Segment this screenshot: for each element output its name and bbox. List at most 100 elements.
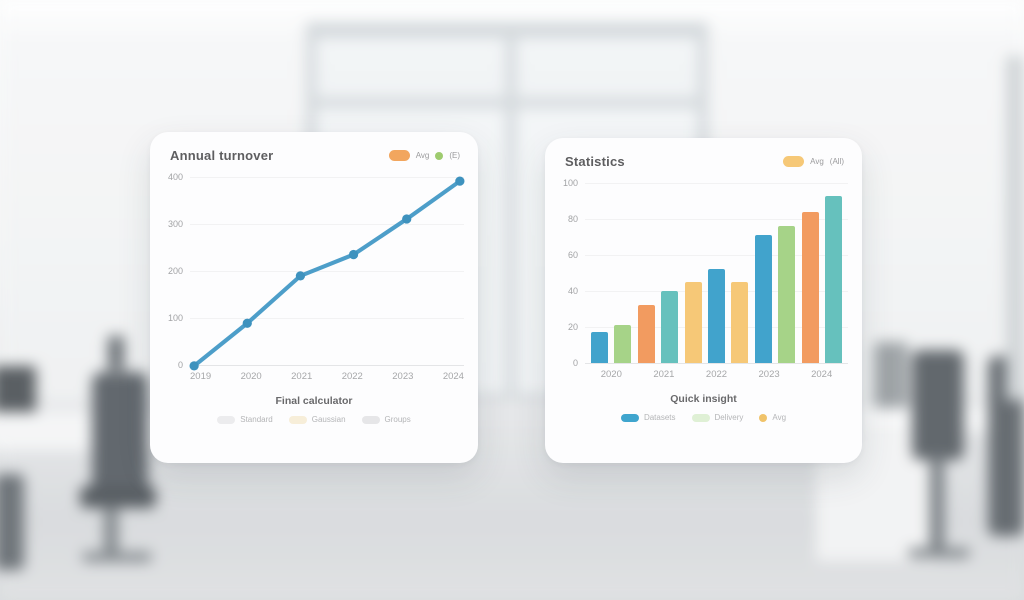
y-tick-label: 0 (572, 358, 578, 368)
chart-title: Statistics (565, 154, 625, 169)
footer-legend-item[interactable]: Avg (759, 413, 786, 422)
legend-label: Avg (772, 413, 787, 422)
line-chart: 0 100 200 300 400 (162, 172, 465, 371)
x-tick-label: 2021 (291, 371, 313, 382)
x-tick-label: 2024 (811, 369, 833, 380)
gridline (585, 255, 848, 256)
office-chair-silhouette (930, 456, 944, 556)
line-plot-area (189, 176, 465, 371)
line-point (295, 271, 306, 281)
legend-swatch (361, 415, 380, 424)
legend-swatch-e[interactable] (435, 151, 444, 160)
y-tick-label: 40 (567, 286, 578, 296)
x-tick-label: 2022 (341, 371, 363, 382)
desk-object-silhouette (874, 342, 908, 408)
y-tick-label: 80 (567, 214, 578, 224)
gridline (190, 224, 464, 225)
x-tick-label: 2024 (442, 371, 464, 382)
y-tick-label: 60 (567, 250, 578, 260)
legend-label: Groups (384, 415, 411, 424)
chart-legend: Avg (E) (388, 150, 460, 161)
gridline (585, 183, 848, 184)
bar (637, 305, 655, 363)
x-tick-label: 2022 (705, 369, 728, 380)
y-tick-label: 100 (167, 313, 183, 323)
x-tick-label: 2020 (240, 371, 262, 382)
y-tick-label: 300 (167, 219, 183, 229)
x-axis: 2019 2020 2021 2022 2023 2024 (190, 371, 464, 382)
line-point (189, 361, 199, 371)
gridline (190, 365, 464, 366)
bar-chart: 0 20 40 60 80 100 (557, 178, 848, 368)
legend-label[interactable]: (E) (449, 151, 460, 160)
office-chair-silhouette (0, 474, 24, 570)
bar (778, 226, 796, 363)
footer-legend: Datasets Delivery Avg (545, 413, 862, 422)
bar (754, 235, 772, 363)
bar (614, 325, 632, 363)
legend-swatch-avg[interactable] (783, 156, 805, 167)
legend-swatch (759, 413, 768, 422)
footer-legend-item[interactable]: Delivery (691, 413, 744, 422)
legend-label[interactable]: Avg (415, 151, 430, 160)
office-chair-silhouette (80, 486, 156, 508)
gridline (190, 177, 464, 178)
office-chair-silhouette (82, 552, 152, 562)
line-series (189, 176, 465, 371)
x-axis: 2020 2021 2022 2023 2024 (585, 369, 848, 380)
legend-label: Standard (240, 415, 273, 424)
x-tick-label: 2019 (190, 371, 212, 382)
office-chair-silhouette (104, 506, 118, 558)
monitor-silhouette (0, 366, 36, 418)
bar (801, 211, 819, 363)
card-header: Annual turnover Avg (E) (150, 132, 478, 163)
bar (731, 282, 749, 363)
card-header: Statistics Avg (All) (545, 138, 862, 169)
y-tick-label: 400 (167, 172, 183, 182)
desk-object-silhouette (108, 336, 124, 370)
x-tick-label: 2023 (758, 369, 780, 380)
x-tick-label: 2021 (653, 369, 675, 380)
bar (661, 291, 679, 363)
line-point (402, 214, 412, 224)
legend-label[interactable]: Avg (810, 157, 824, 166)
legend-swatch (620, 413, 639, 422)
legend-swatch-avg[interactable] (388, 150, 410, 161)
legend-label[interactable]: (All) (829, 157, 844, 166)
office-chair-silhouette (92, 372, 148, 492)
footer-legend-item[interactable]: Groups (361, 415, 411, 424)
chart-caption: Final calculator (275, 395, 353, 407)
office-chair-silhouette (912, 350, 964, 460)
bar (591, 332, 608, 363)
office-wall (1006, 56, 1024, 400)
window-pane (316, 38, 506, 98)
footer-legend-item[interactable]: Datasets (620, 413, 676, 422)
footer-legend-item[interactable]: Gaussian (288, 415, 346, 424)
gridline (585, 219, 848, 220)
y-tick-label: 0 (177, 360, 183, 370)
y-tick-label: 200 (167, 266, 183, 276)
bar-plot-area (585, 183, 848, 364)
chart-title: Annual turnover (170, 148, 274, 163)
gridline (190, 271, 464, 272)
y-axis: 0 100 200 300 400 (162, 172, 190, 370)
chart-legend: Avg (All) (783, 156, 844, 167)
line-point (348, 249, 359, 260)
bar (824, 195, 842, 363)
window-pane (516, 38, 698, 98)
legend-label: Delivery (714, 413, 744, 422)
legend-swatch (217, 415, 236, 424)
bar (707, 269, 725, 363)
y-tick-label: 100 (562, 178, 578, 188)
line-chart-card: Annual turnover Avg (E) 0 100 200 300 400 20… (150, 132, 478, 463)
bar-series (585, 183, 848, 363)
line-point (455, 176, 465, 186)
legend-swatch (691, 413, 710, 422)
legend-swatch (288, 415, 307, 424)
footer-legend-item[interactable]: Standard (217, 415, 273, 424)
bar (684, 282, 702, 363)
x-tick-label: 2023 (392, 371, 414, 382)
bar-chart-card: Statistics Avg (All) 0 20 40 60 80 100 2020 20… (545, 138, 862, 463)
footer-legend: Standard Gaussian Groups (150, 415, 478, 424)
chart-caption: Quick insight (670, 393, 737, 405)
